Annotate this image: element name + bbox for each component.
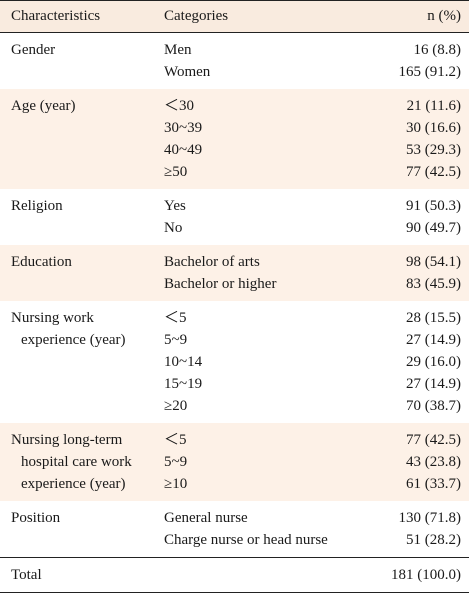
table-header: Characteristics Categories n (%)	[0, 0, 469, 33]
table-row-group: Nursing work experience (year) ＜5 5~9 10~14 1…	[0, 301, 469, 423]
n-percent-cell: 77 (42.5)	[406, 164, 461, 180]
n-percent-cell: 130 (71.8)	[398, 510, 462, 526]
category-cell: ≥20	[164, 398, 188, 414]
characteristic-label: Nursing long-term	[11, 432, 123, 448]
table-row-group: Gender Men Women 16 (8.8) 165 (91.2)	[0, 33, 469, 89]
characteristic-label: Religion	[11, 198, 63, 214]
n-percent-cell: 30 (16.6)	[406, 120, 461, 136]
characteristic-label: Age (year)	[11, 98, 76, 114]
category-cell: ＜30	[164, 98, 195, 114]
n-percent-cell: 43 (23.8)	[406, 454, 461, 470]
category-cell: 10~14	[164, 354, 203, 370]
n-percent-cell: 53 (29.3)	[406, 142, 461, 158]
characteristic-label: experience (year)	[21, 332, 126, 348]
n-percent-cell: 77 (42.5)	[406, 432, 461, 448]
category-cell: Men	[164, 42, 192, 58]
category-cell: ＜5	[164, 310, 187, 326]
table-row-group: Nursing long-term hospital care work exper…	[0, 423, 469, 501]
characteristic-label: Position	[11, 510, 61, 526]
n-percent-cell: 91 (50.3)	[406, 198, 461, 214]
category-cell: Women	[164, 64, 211, 80]
n-percent-cell: 16 (8.8)	[413, 42, 462, 58]
n-percent-cell: 51 (28.2)	[406, 532, 461, 548]
category-cell: Yes	[164, 198, 186, 214]
n-percent-cell: 70 (38.7)	[406, 398, 461, 414]
total-row: Total 181 (100.0)	[0, 557, 469, 593]
characteristic-label: Nursing work	[11, 310, 94, 326]
total-n: 181 (100.0)	[391, 567, 461, 583]
n-percent-cell: 165 (91.2)	[398, 64, 462, 80]
header-categories: Categories	[164, 8, 229, 24]
characteristic-label: hospital care work	[21, 454, 132, 470]
category-cell: Charge nurse or head nurse	[164, 532, 328, 548]
table-row-group: Education Bachelor of arts Bachelor or hig…	[0, 245, 469, 301]
n-percent-cell: 90 (49.7)	[406, 220, 461, 236]
total-category	[164, 564, 379, 586]
category-cell: 30~39	[164, 120, 203, 136]
n-percent-cell: 98 (54.1)	[406, 254, 461, 270]
category-cell: ＜5	[164, 432, 187, 448]
table-row-group: Religion Yes No 91 (50.3) 90 (49.7)	[0, 189, 469, 245]
n-percent-cell: 21 (11.6)	[406, 98, 461, 114]
category-cell: 40~49	[164, 142, 203, 158]
characteristic-label: Gender	[11, 42, 56, 58]
total-label: Total	[11, 567, 42, 583]
category-cell: ≥10	[164, 476, 188, 492]
characteristic-label: experience (year)	[21, 476, 126, 492]
table-body: Gender Men Women 16 (8.8) 165 (91.2) Age (yea…	[0, 33, 469, 557]
category-cell: 15~19	[164, 376, 203, 392]
table-row-group: Position General nurse Charge nurse or hea…	[0, 501, 469, 557]
table-row-group: Age (year) ＜30 30~39 40~49 ≥50 21 (11.6) 30 (1…	[0, 89, 469, 189]
category-cell: General nurse	[164, 510, 248, 526]
category-cell: Bachelor of arts	[164, 254, 260, 270]
n-percent-cell: 61 (33.7)	[406, 476, 461, 492]
n-percent-cell: 28 (15.5)	[406, 310, 461, 326]
header-n-percent: n (%)	[427, 8, 461, 24]
characteristic-label: Education	[11, 254, 72, 270]
n-percent-cell: 27 (14.9)	[406, 332, 461, 348]
category-cell: Bachelor or higher	[164, 276, 277, 292]
n-percent-cell: 83 (45.9)	[406, 276, 461, 292]
n-percent-cell: 27 (14.9)	[406, 376, 461, 392]
category-cell: 5~9	[164, 454, 188, 470]
header-characteristics: Characteristics	[11, 8, 101, 24]
n-percent-cell: 29 (16.0)	[406, 354, 461, 370]
category-cell: 5~9	[164, 332, 188, 348]
category-cell: ≥50	[164, 164, 188, 180]
category-cell: No	[164, 220, 183, 236]
